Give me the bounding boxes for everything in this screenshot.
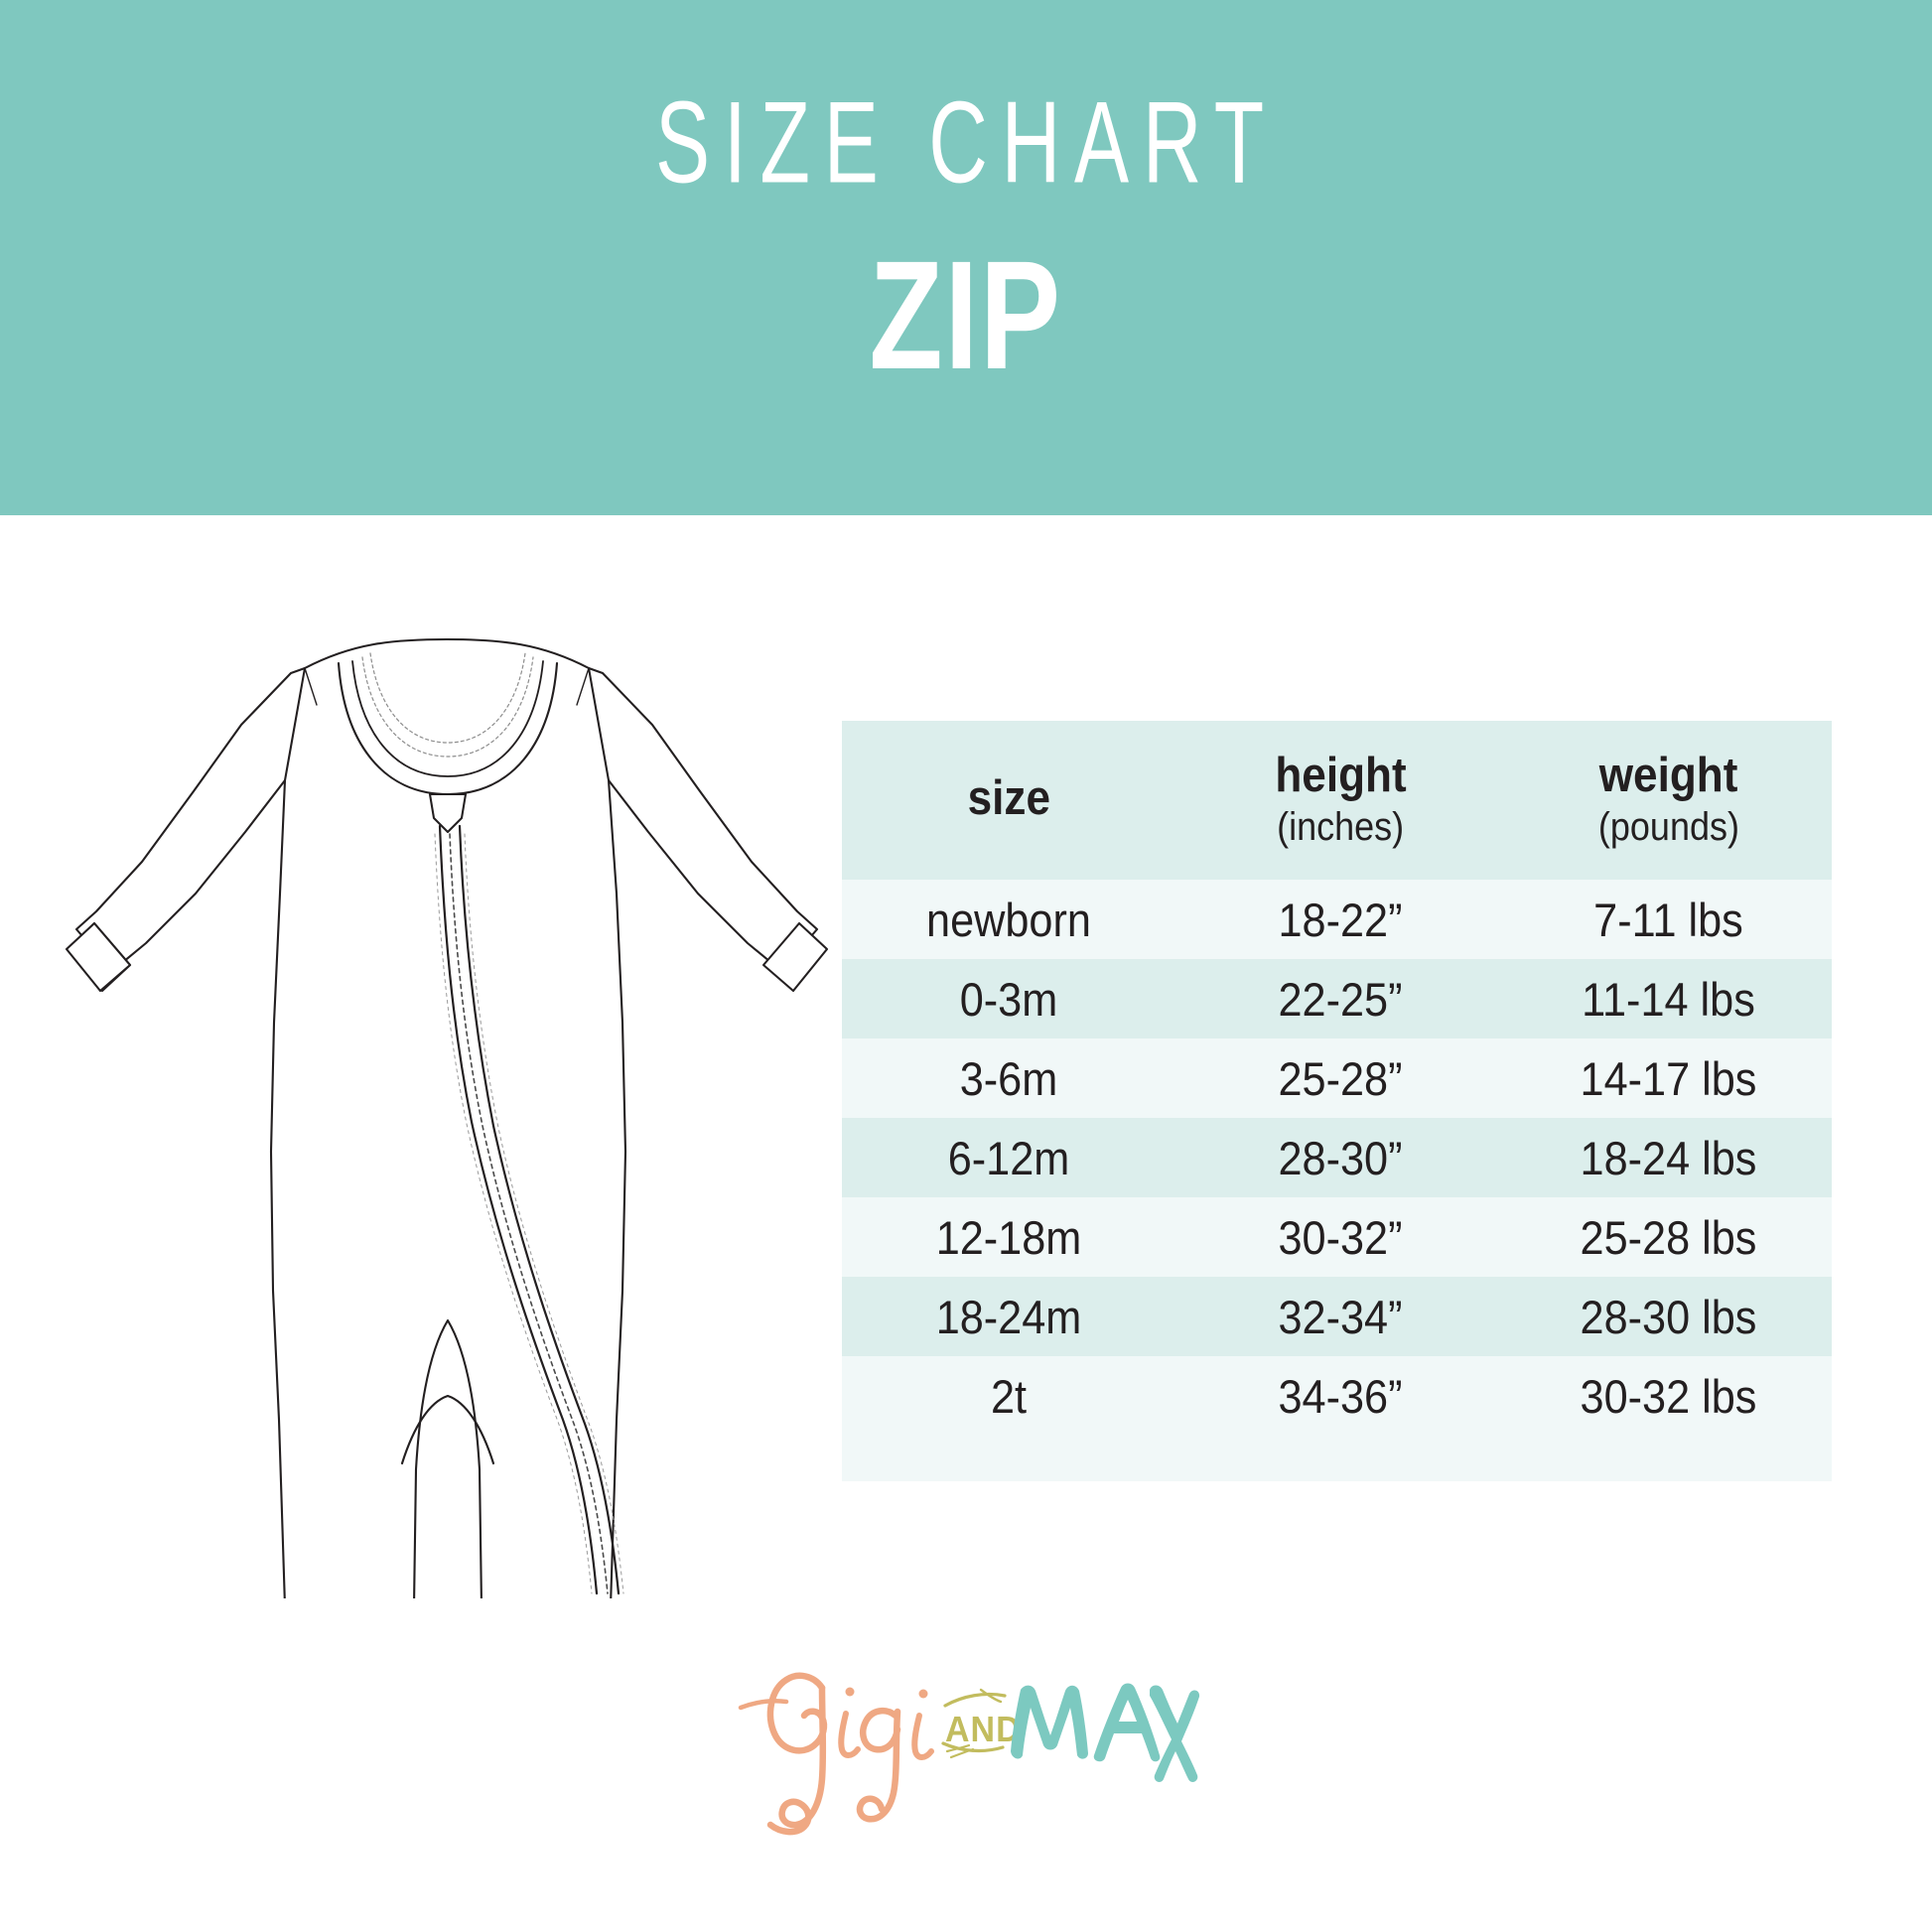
column-header-height-label: height xyxy=(1274,749,1407,803)
table-bottom-padding xyxy=(842,1436,1832,1481)
cell-weight: 14-17 lbs xyxy=(1580,1051,1757,1105)
column-header-size: size xyxy=(842,721,1175,880)
cell-size: 6-12m xyxy=(947,1131,1070,1184)
cell-weight: 18-24 lbs xyxy=(1580,1131,1757,1184)
cell-size: 3-6m xyxy=(959,1051,1058,1105)
page-eyebrow: SIZE CHART xyxy=(654,77,1278,208)
cell-weight: 11-14 lbs xyxy=(1582,972,1755,1026)
cell-size: 18-24m xyxy=(935,1290,1082,1343)
cell-size: newborn xyxy=(926,893,1091,946)
cell-weight: 7-11 lbs xyxy=(1593,893,1743,946)
table-row: 18-24m 32-34” 28-30 lbs xyxy=(842,1277,1832,1356)
table-row: 6-12m 28-30” 18-24 lbs xyxy=(842,1118,1832,1197)
column-header-height: height (inches) xyxy=(1175,721,1505,880)
column-header-size-label: size xyxy=(967,771,1050,826)
cell-height: 22-25” xyxy=(1278,972,1403,1026)
cell-height: 30-32” xyxy=(1278,1210,1403,1264)
cell-weight: 30-32 lbs xyxy=(1580,1369,1757,1423)
column-header-weight: weight (pounds) xyxy=(1505,721,1832,880)
page-title: ZIP xyxy=(869,228,1063,402)
cell-size: 12-18m xyxy=(935,1210,1082,1264)
table-header-row: size height (inches) weight (pounds) xyxy=(842,721,1832,880)
table-row: 12-18m 30-32” 25-28 lbs xyxy=(842,1197,1832,1277)
cell-height: 28-30” xyxy=(1278,1131,1403,1184)
table-row: 0-3m 22-25” 11-14 lbs xyxy=(842,959,1832,1038)
cell-height: 34-36” xyxy=(1278,1369,1403,1423)
brand-logo: AND xyxy=(731,1660,1201,1839)
table-row: 3-6m 25-28” 14-17 lbs xyxy=(842,1038,1832,1118)
cell-height: 18-22” xyxy=(1278,893,1403,946)
column-header-weight-unit: (pounds) xyxy=(1597,804,1739,849)
size-table: size height (inches) weight (pounds) new… xyxy=(842,721,1832,1481)
garment-illustration xyxy=(55,596,839,1598)
logo-and-text: AND xyxy=(945,1710,1022,1749)
column-header-height-unit: (inches) xyxy=(1276,804,1405,849)
cell-height: 32-34” xyxy=(1278,1290,1403,1343)
table-row: newborn 18-22” 7-11 lbs xyxy=(842,880,1832,959)
column-header-weight-label: weight xyxy=(1598,749,1738,803)
cell-weight: 25-28 lbs xyxy=(1580,1210,1757,1264)
gigi-and-max-logo-icon: AND xyxy=(738,1672,1200,1836)
cell-size: 0-3m xyxy=(959,972,1058,1026)
cell-weight: 28-30 lbs xyxy=(1580,1290,1757,1343)
cell-size: 2t xyxy=(990,1369,1028,1423)
zip-romper-icon xyxy=(65,637,829,1598)
cell-height: 25-28” xyxy=(1278,1051,1403,1105)
table-row: 2t 34-36” 30-32 lbs xyxy=(842,1356,1832,1436)
header-band: SIZE CHART ZIP xyxy=(0,0,1932,515)
